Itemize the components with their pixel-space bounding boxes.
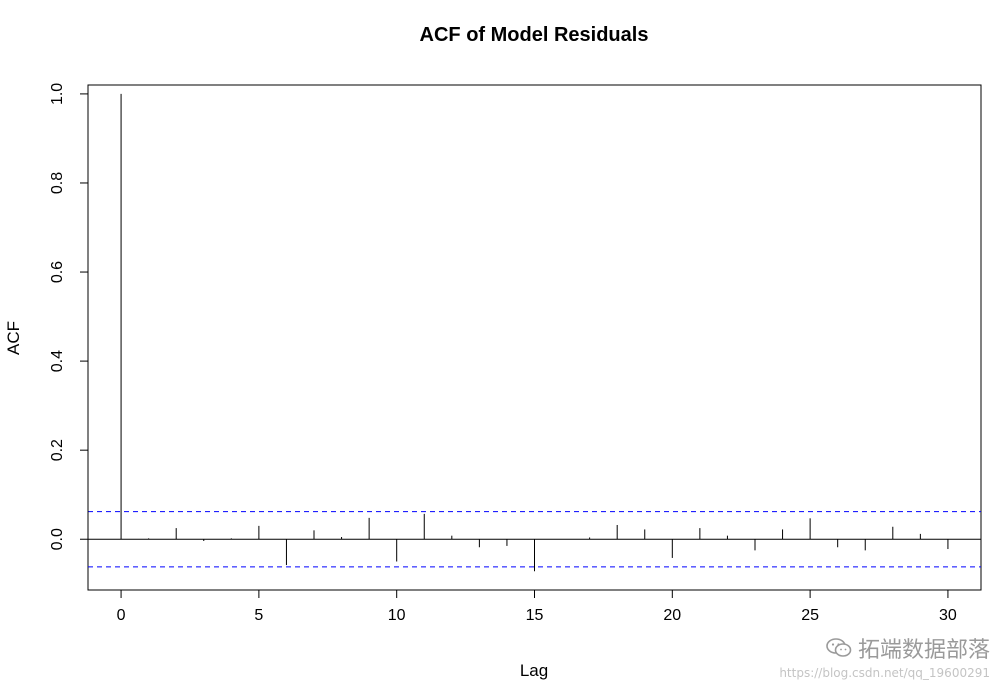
x-tick-label: 30	[939, 607, 957, 624]
plot-frame	[87, 84, 982, 591]
watermark-url: https://blog.csdn.net/qq_19600291	[779, 666, 990, 680]
chart-title: ACF of Model Residuals	[420, 24, 649, 46]
x-tick-label: 25	[801, 607, 819, 624]
x-tick-label: 15	[526, 607, 544, 624]
x-tick-label: 5	[254, 607, 263, 624]
y-tick-label: 1.0	[49, 83, 66, 105]
watermark-brand-text: 拓端数据部落	[857, 638, 990, 663]
y-tick-label: 0.6	[49, 261, 66, 283]
watermark: 拓端数据部落 https://blog.csdn.net/qq_19600291	[779, 632, 990, 680]
wechat-icon	[826, 638, 852, 657]
x-axis: 0 5 10 15 20 25 30	[117, 589, 957, 624]
acf-bars	[120, 93, 949, 572]
y-tick-label: 0.2	[49, 439, 66, 461]
y-axis: 0.0 0.2 0.4 0.6 0.8 1.0	[49, 83, 89, 550]
x-tick-label: 20	[663, 607, 681, 624]
confidence-bounds	[88, 511, 981, 568]
y-tick-label: 0.4	[49, 350, 66, 372]
y-axis-label: ACF	[4, 321, 23, 355]
watermark-brand: 拓端数据部落	[779, 632, 990, 664]
x-tick-label: 0	[117, 607, 126, 624]
y-tick-label: 0.8	[49, 172, 66, 194]
y-tick-label: 0.0	[49, 528, 66, 550]
x-axis-label: Lag	[520, 661, 548, 680]
x-tick-label: 10	[388, 607, 406, 624]
